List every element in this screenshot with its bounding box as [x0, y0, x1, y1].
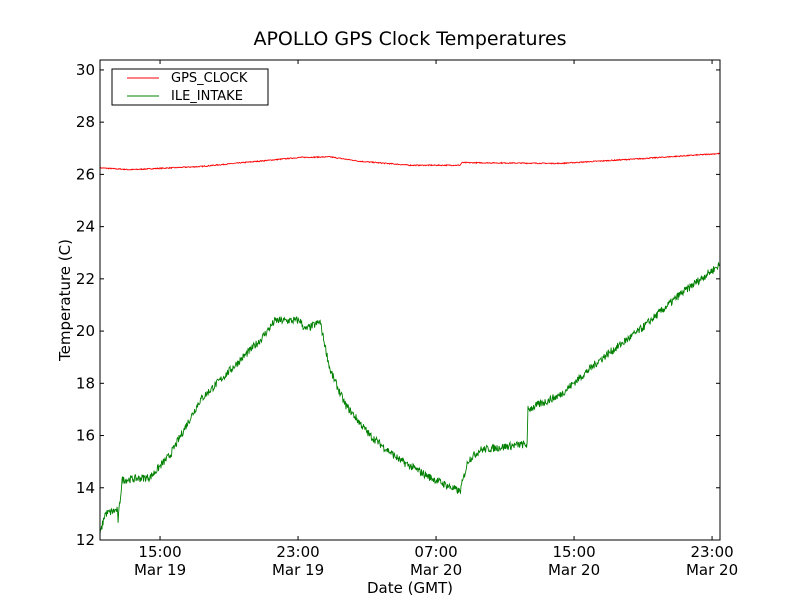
x-tick-date-label: Mar 20 [548, 561, 600, 579]
y-tick-label: 22 [76, 270, 95, 288]
y-tick-label: 18 [76, 374, 95, 392]
x-axis-label: Date (GMT) [367, 579, 453, 597]
y-tick-label: 20 [76, 322, 95, 340]
y-tick-label: 14 [76, 479, 95, 497]
y-tick-label: 16 [76, 427, 95, 445]
x-tick-date-label: Mar 20 [686, 561, 738, 579]
legend-label-ile-intake: ILE_INTAKE [171, 89, 243, 104]
x-tick-date-label: Mar 19 [272, 561, 324, 579]
series-line-ile-intake [99, 262, 721, 535]
x-tick-date-label: Mar 20 [410, 561, 462, 579]
x-tick-time-label: 15:00 [552, 543, 595, 561]
series-line-gps-clock [99, 152, 721, 171]
x-tick-time-label: 23:00 [690, 543, 733, 561]
y-tick-label: 24 [76, 218, 95, 236]
y-tick-label: 12 [76, 531, 95, 549]
legend: GPS_CLOCK ILE_INTAKE [111, 68, 269, 106]
y-tick-label: 26 [76, 165, 95, 183]
x-tick-time-label: 15:00 [138, 543, 181, 561]
legend-label-gps-clock: GPS_CLOCK [171, 71, 248, 86]
legend-box [111, 68, 269, 106]
x-tick-time-label: 07:00 [414, 543, 457, 561]
x-tick-date-label: Mar 19 [134, 561, 186, 579]
y-axis-label: Temperature (C) [56, 239, 74, 362]
chart-title: APOLLO GPS Clock Temperatures [253, 28, 566, 50]
plot-frame [99, 59, 721, 541]
x-tick-time-label: 23:00 [276, 543, 319, 561]
y-tick-label: 28 [76, 113, 95, 131]
y-tick-label: 30 [76, 61, 95, 79]
